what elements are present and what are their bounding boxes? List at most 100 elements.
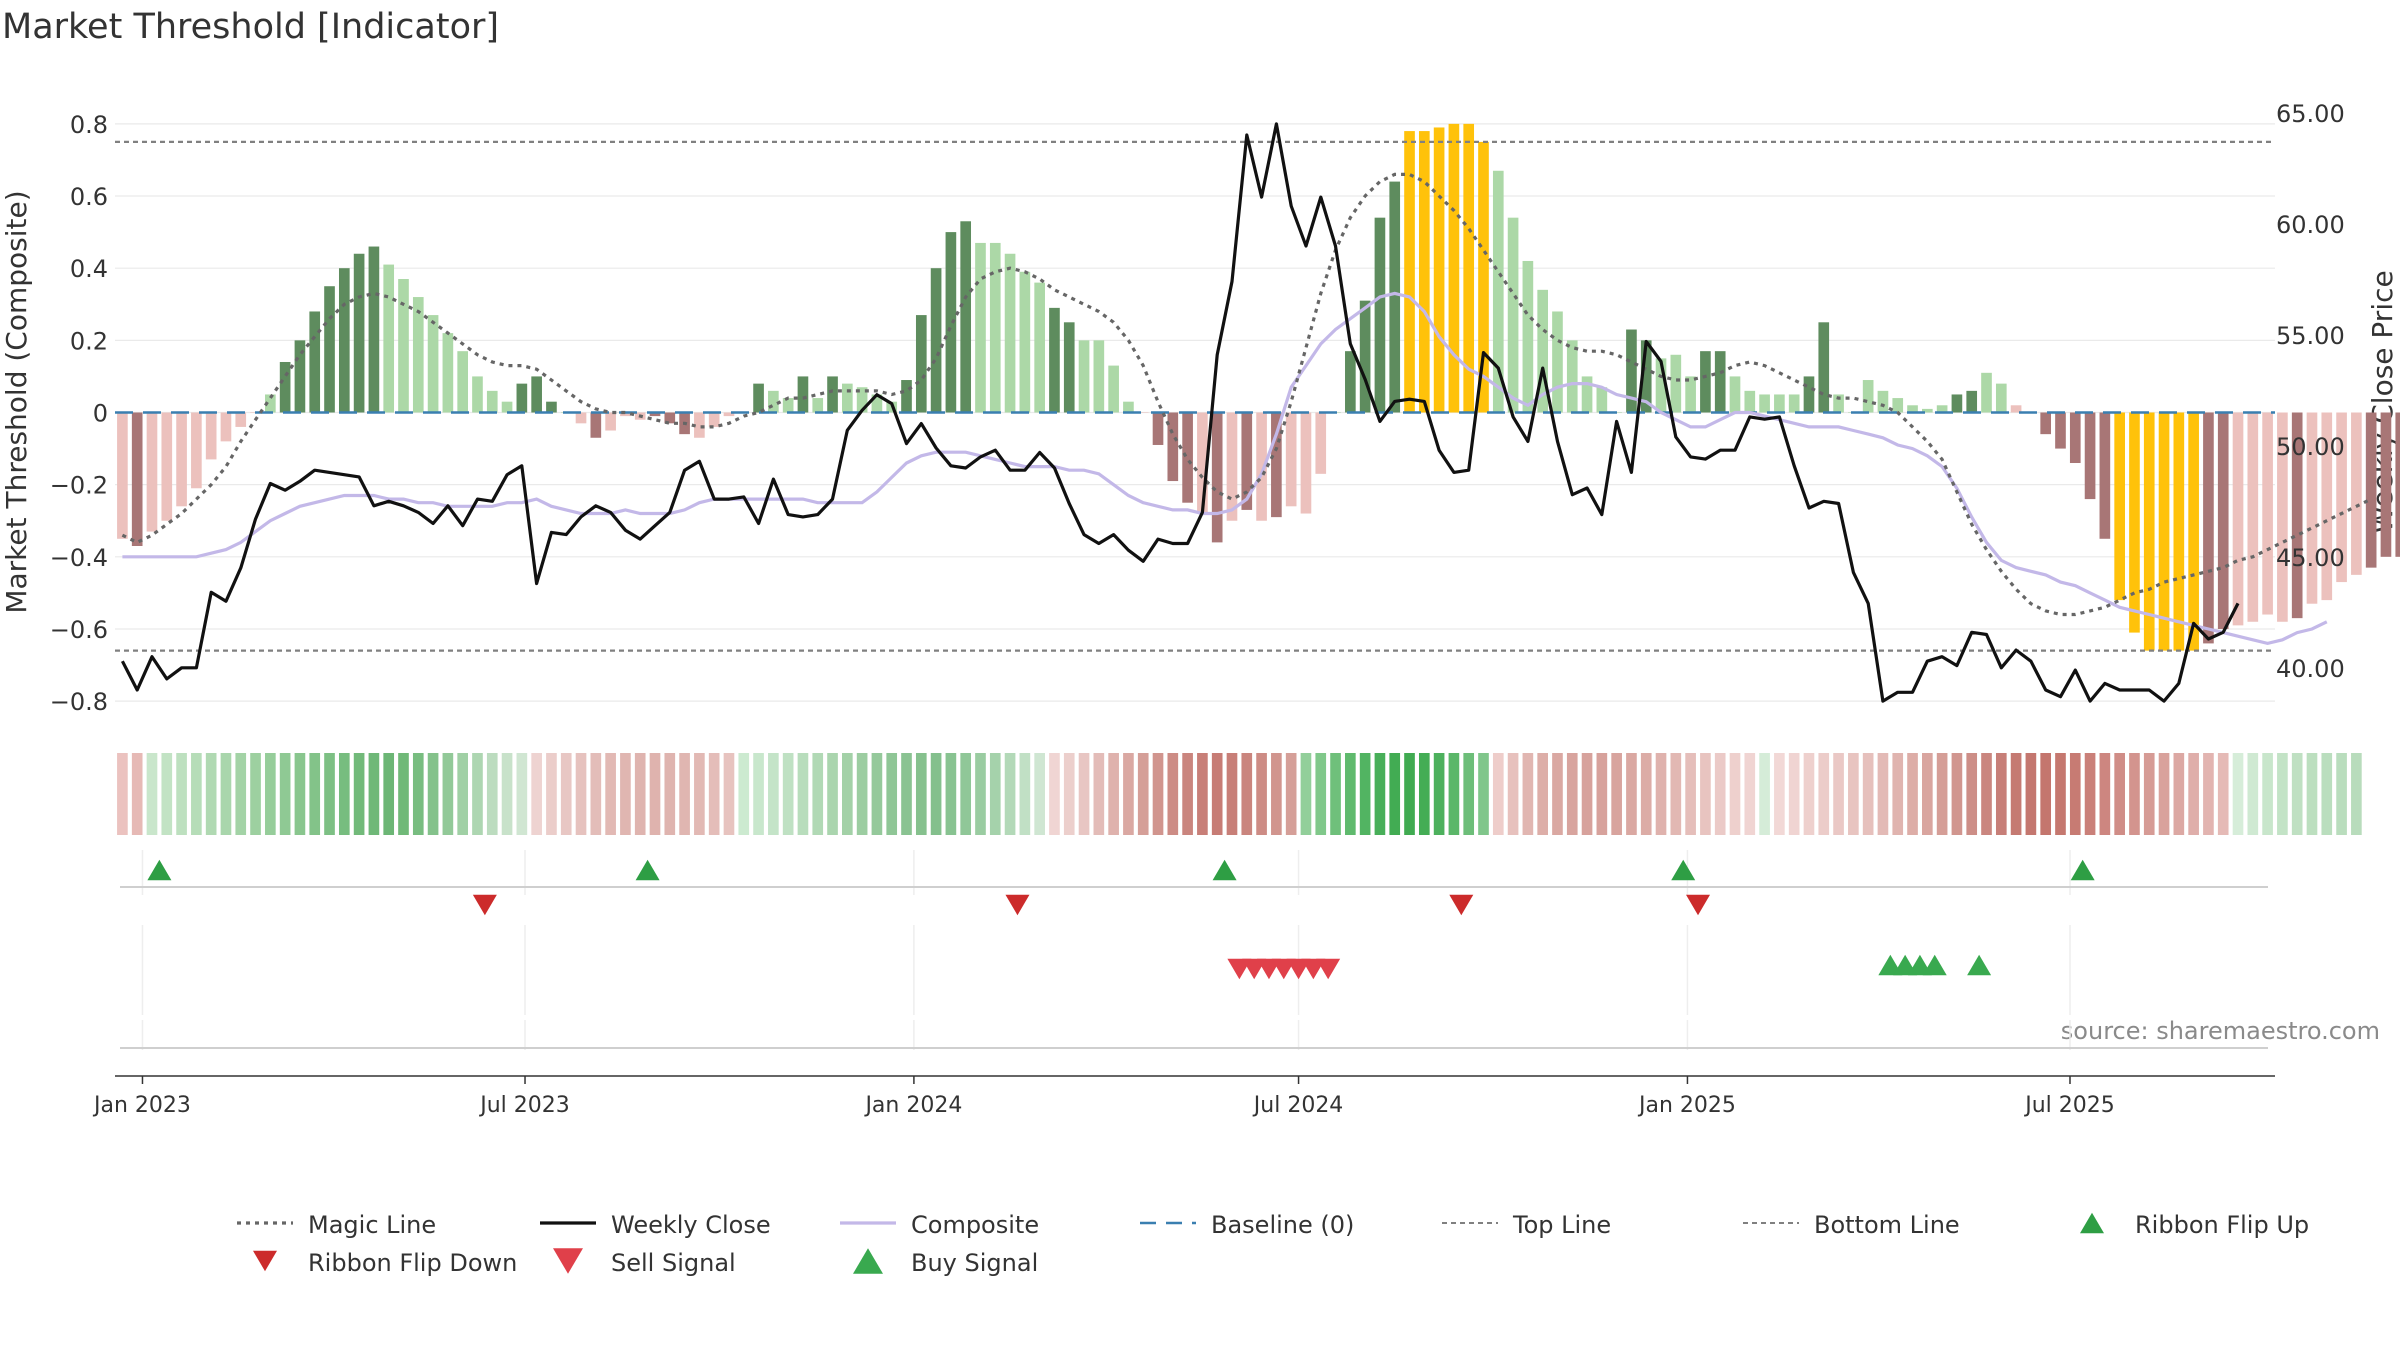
ribbon-cell: [1744, 753, 1756, 835]
ribbon-cell: [1271, 753, 1282, 835]
legend-label: Baseline (0): [1211, 1211, 1354, 1239]
ribbon-cell: [1345, 753, 1356, 835]
ribbon-cell: [1226, 753, 1238, 835]
ribbon-cell: [1019, 753, 1031, 835]
ribbon-cell: [782, 753, 794, 835]
legend-item-top: Top Line: [1442, 1211, 1611, 1239]
ribbon-cell: [442, 753, 454, 835]
composite-bar: [2291, 412, 2303, 619]
composite-bar: [1285, 412, 1297, 507]
ribbon-cell: [634, 753, 646, 835]
composite-bar: [1581, 376, 1593, 413]
ribbon-cell: [1241, 753, 1253, 835]
ribbon-cell: [753, 753, 764, 835]
ribbon-cell: [1063, 753, 1075, 835]
composite-bar: [1951, 394, 1963, 413]
ribbon-cell: [531, 753, 542, 835]
composite-bar: [1226, 412, 1238, 521]
composite-bar: [2158, 412, 2170, 651]
composite-bar: [1152, 412, 1164, 445]
ribbon-cell: [1285, 753, 1297, 835]
ribbon-cell: [812, 753, 824, 835]
composite-bar: [649, 412, 661, 417]
composite-bar: [2188, 412, 2199, 651]
ribbon-cell: [1256, 753, 1267, 835]
ribbon-cell: [1374, 753, 1386, 835]
ribbon-cell: [1478, 753, 1489, 835]
composite-bar: [1211, 412, 1223, 543]
ribbon-cell: [1004, 753, 1016, 835]
ribbon-cell: [412, 753, 424, 835]
ribbon-cell: [1315, 753, 1327, 835]
ribbon-cell: [1655, 753, 1667, 835]
ribbon-cell: [1892, 753, 1904, 835]
ribbon-cell: [1848, 753, 1859, 835]
ribbon-cell: [649, 753, 661, 835]
composite-bar: [1522, 260, 1534, 413]
ribbon-cell: [797, 753, 809, 835]
composite-bar: [324, 286, 335, 413]
legend-item-flipup: Ribbon Flip Up: [2080, 1211, 2309, 1239]
composite-bar: [945, 232, 957, 413]
composite-bar: [1463, 123, 1475, 413]
composite-bar: [353, 253, 365, 413]
ribbon-cell: [472, 753, 483, 835]
ribbon-cell: [768, 753, 779, 835]
ribbon-cell: [1877, 753, 1889, 835]
composite-bar: [871, 394, 883, 413]
ribbon-cell: [1581, 753, 1593, 835]
ribbon-cell: [1167, 753, 1179, 835]
ribbon-cell: [2291, 753, 2303, 835]
composite-bar: [1345, 351, 1356, 413]
composite-bar: [1788, 394, 1800, 413]
ribbon-cell: [1359, 753, 1371, 835]
composite-bar: [1418, 131, 1430, 413]
ribbon-cell: [1685, 753, 1696, 835]
ribbon-cell: [2099, 753, 2111, 835]
ribbon-cell: [1700, 753, 1711, 835]
composite-bar: [1241, 412, 1253, 510]
composite-bar: [457, 351, 468, 413]
ribbon-cell: [605, 753, 616, 835]
legend-swatch: [2080, 1212, 2104, 1234]
composite-bar: [1966, 390, 1978, 413]
composite-bar: [2099, 412, 2111, 539]
composite-bar: [191, 412, 202, 489]
ribbon-cell: [738, 753, 750, 835]
composite-bar: [1167, 412, 1179, 482]
ribbon-cell: [398, 753, 409, 835]
composite-bar: [2040, 412, 2052, 435]
composite-bar: [1271, 412, 1282, 518]
composite-bar: [1404, 131, 1415, 413]
ribbon-cell: [2262, 753, 2273, 835]
legend-item-baseline: Baseline (0): [1140, 1211, 1354, 1239]
ribbon-cell: [1640, 753, 1652, 835]
composite-bar: [1862, 380, 1874, 413]
composite-bar: [1877, 390, 1889, 413]
ribbon-cell: [2173, 753, 2185, 835]
composite-bar: [827, 376, 838, 413]
ribbon-cell: [1936, 753, 1948, 835]
ribbon-cell: [2247, 753, 2259, 835]
ribbon-cell: [945, 753, 957, 835]
composite-bar: [605, 412, 616, 431]
composite-bar: [383, 264, 395, 413]
composite-bar: [161, 412, 173, 521]
left-tick-label: 0.2: [70, 327, 108, 355]
composite-bar: [1078, 340, 1090, 413]
ribbon-cell: [590, 753, 602, 835]
composite-bar: [2217, 412, 2229, 629]
composite-bar: [1685, 376, 1696, 413]
composite-bar: [427, 315, 439, 413]
ribbon-cell: [1211, 753, 1223, 835]
series-lines: [120, 122, 2372, 703]
composite-bar: [2321, 412, 2333, 601]
composite-bar: [531, 376, 542, 413]
composite-bar: [1359, 300, 1371, 413]
composite-bar: [2232, 412, 2244, 626]
legend-item-magic: Magic Line: [237, 1211, 436, 1239]
ribbon-cell: [1448, 753, 1460, 835]
composite-bar: [1137, 412, 1149, 413]
right-tick-label: 45.00: [2276, 544, 2345, 572]
